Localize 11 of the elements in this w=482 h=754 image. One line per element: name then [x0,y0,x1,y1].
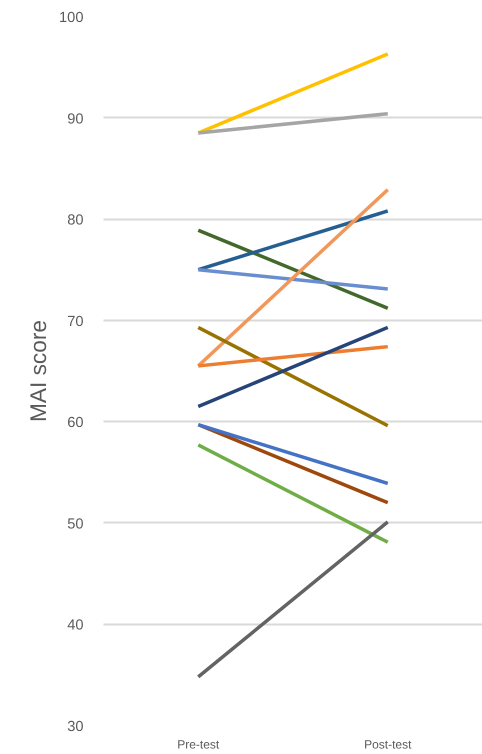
y-tick-label: 100 [59,10,84,26]
y-tick-label: 90 [67,111,84,128]
y-tick-label: 50 [67,516,84,532]
y-tick-label: 70 [67,314,84,330]
x-tick-label: Pre-test [177,738,220,752]
y-tick-label: 30 [67,719,84,735]
y-axis-title: MAI score [25,320,52,422]
x-tick-label: Post-test [364,738,412,752]
y-tick-label: 40 [67,618,84,634]
y-tick-label: 80 [67,212,84,229]
y-tick-label: 60 [67,415,84,432]
